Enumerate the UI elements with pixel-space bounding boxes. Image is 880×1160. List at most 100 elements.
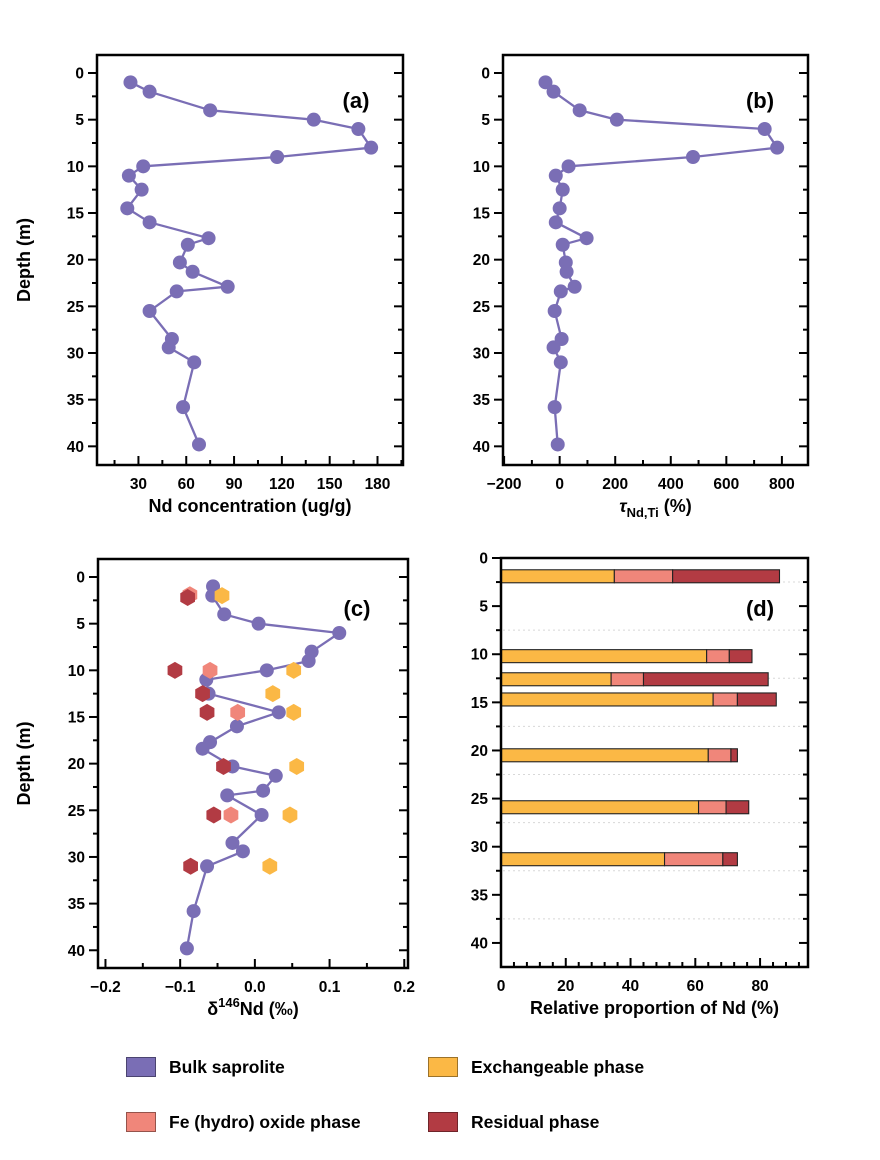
y-axis: 0 5 10 15 20 25 30 35 40 <box>473 66 808 456</box>
data-point <box>172 255 187 270</box>
x-tick-label: 20 <box>557 978 574 995</box>
y-tick-label: 25 <box>68 803 86 820</box>
series-line <box>544 81 779 445</box>
data-point <box>271 705 286 720</box>
data-point <box>757 122 772 137</box>
data-point <box>286 703 302 721</box>
x-tick-label: 0.1 <box>319 979 341 996</box>
x-tick-label: 150 <box>317 476 343 493</box>
series-bulk <box>538 75 785 452</box>
data-point <box>289 757 305 775</box>
y-tick-label: 0 <box>76 570 85 587</box>
data-point <box>262 857 278 875</box>
x-axis: 0 20 40 60 80 <box>497 958 800 995</box>
x-tick-label: 600 <box>713 476 739 493</box>
bar-segment-residual <box>730 748 738 763</box>
bar-segment-fe_oxide <box>706 649 730 664</box>
data-point <box>142 215 157 230</box>
data-point <box>572 103 587 118</box>
y-tick-label: 25 <box>471 791 489 808</box>
data-point <box>185 264 200 279</box>
x-tick-label: 120 <box>269 476 295 493</box>
x-tick-label: 80 <box>751 978 768 995</box>
data-point <box>546 84 561 99</box>
data-point <box>235 844 250 859</box>
bar-segment-fe_oxide <box>712 692 738 707</box>
x-tick-label: 800 <box>769 476 795 493</box>
plot-frame <box>95 53 405 467</box>
data-point <box>180 589 195 607</box>
data-point <box>579 231 594 246</box>
data-point <box>259 663 274 678</box>
data-point <box>254 807 269 822</box>
data-point <box>270 150 285 165</box>
x-tick-label: 0.0 <box>244 979 266 996</box>
data-point <box>136 159 151 174</box>
data-point <box>251 616 266 631</box>
y-tick-label: 15 <box>471 695 489 712</box>
y-tick-label: 25 <box>67 299 85 316</box>
bar-segment-exchangeable <box>500 748 709 763</box>
data-point <box>176 400 191 415</box>
data-point <box>199 703 215 721</box>
data-point <box>547 304 562 319</box>
data-point <box>121 168 136 183</box>
data-point <box>286 661 302 679</box>
x-tick-label: 90 <box>225 476 242 493</box>
x-tick-label: −200 <box>487 476 522 493</box>
x-axis-title: Nd concentration (ug/g) <box>149 496 352 516</box>
y-tick-label: 15 <box>67 206 85 223</box>
plot-frame <box>499 556 810 969</box>
panel-label: (c) <box>344 596 371 621</box>
bar-segment-residual <box>642 672 769 687</box>
data-point <box>546 340 561 355</box>
series-residual <box>167 589 231 875</box>
y-axis: 0 5 10 15 20 25 30 35 40 <box>67 66 403 456</box>
data-point <box>123 75 138 90</box>
y-tick-label: 5 <box>75 112 84 129</box>
data-point <box>180 237 195 252</box>
y-tick-label: 40 <box>473 439 490 456</box>
x-axis-title: δ146Nd (‰) <box>207 995 299 1019</box>
y-tick-label: 5 <box>479 599 488 616</box>
data-point <box>214 587 230 605</box>
data-point <box>230 703 246 721</box>
data-point <box>179 941 194 956</box>
data-point <box>609 112 624 127</box>
y-tick-label: 5 <box>481 112 490 129</box>
series-exchangeable <box>214 587 305 875</box>
data-point <box>225 835 240 850</box>
data-point <box>200 859 215 874</box>
panel-a-nd-concentration-chart: 30 60 90 120 150 180 0 5 10 15 20 25 30 35 40 (a) Nd con… <box>14 53 405 516</box>
x-axis-title: Relative proportion of Nd (%) <box>530 998 779 1018</box>
y-tick-label: 0 <box>479 551 488 568</box>
data-point <box>195 685 210 703</box>
data-point <box>216 757 231 775</box>
data-point <box>220 279 235 294</box>
x-tick-label: −0.2 <box>90 979 121 996</box>
y-tick-label: 40 <box>68 943 85 960</box>
x-tick-label: 60 <box>687 978 704 995</box>
panel-c-delta146nd-chart: −0.2 −0.1 0.0 0.1 0.2 0 5 10 15 20 25 30 35 40 (c) δ146… <box>14 557 415 1019</box>
data-point <box>201 231 216 246</box>
data-point <box>142 304 157 319</box>
y-axis-title: Depth (m) <box>14 722 34 806</box>
y-tick-label: 30 <box>67 346 84 363</box>
x-tick-label: 0.2 <box>393 979 415 996</box>
data-point <box>538 75 553 90</box>
data-point <box>770 140 785 155</box>
y-tick-label: 0 <box>481 66 490 83</box>
x-tick-label: 0 <box>555 476 564 493</box>
series-bulk <box>120 75 379 452</box>
data-point <box>217 607 232 622</box>
data-point <box>686 150 700 165</box>
y-tick-label: 35 <box>68 896 86 913</box>
y-tick-label: 35 <box>67 392 85 409</box>
y-axis: 0 5 10 15 20 25 30 35 40 <box>68 570 408 960</box>
y-tick-label: 35 <box>473 392 491 409</box>
x-axis: 30 60 90 120 150 180 <box>113 456 403 493</box>
bar-segment-fe_oxide <box>707 748 732 763</box>
y-tick-label: 0 <box>75 66 84 83</box>
data-point <box>301 653 316 668</box>
